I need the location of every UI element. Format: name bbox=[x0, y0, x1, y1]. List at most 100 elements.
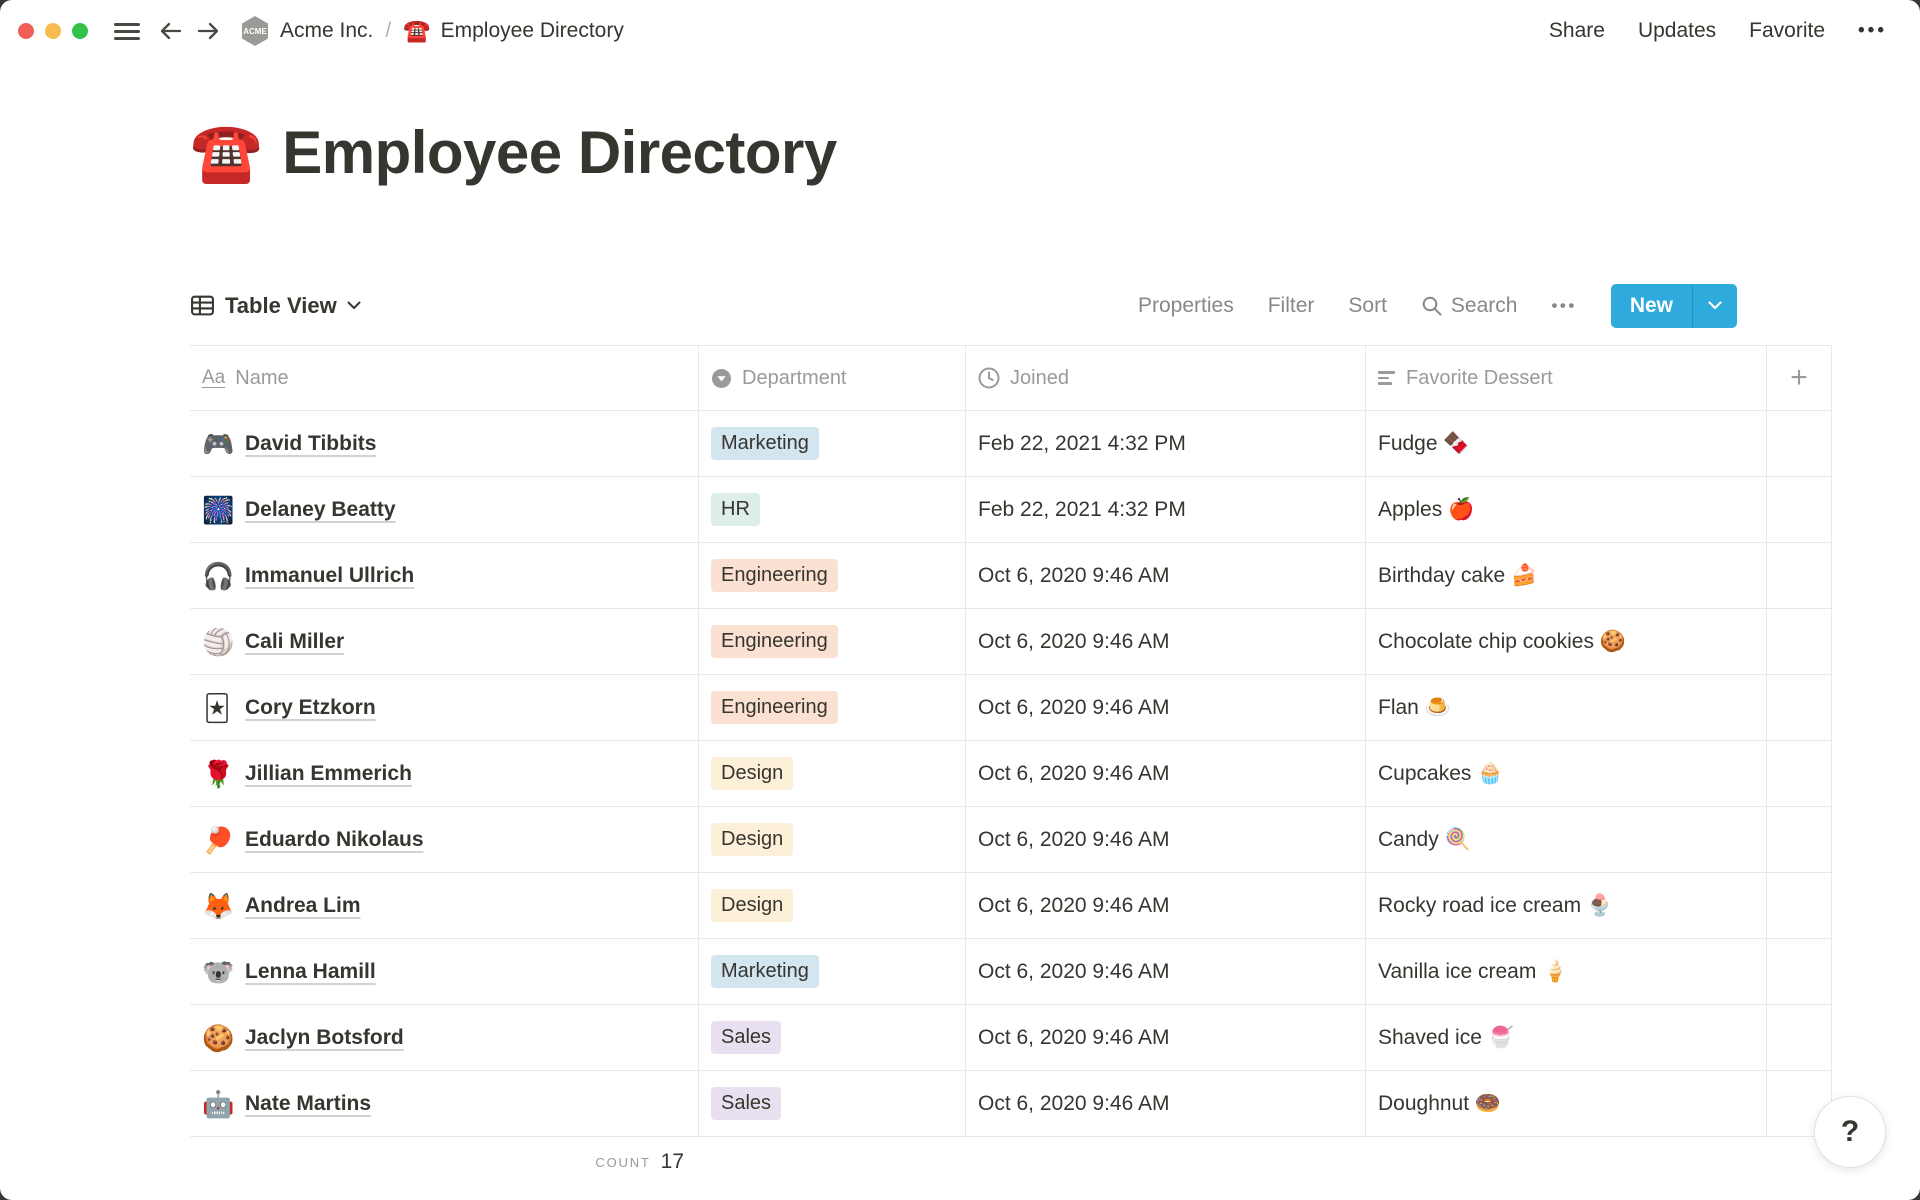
department-cell[interactable]: Engineering bbox=[698, 543, 965, 608]
joined-cell[interactable]: Oct 6, 2020 9:46 AM bbox=[965, 939, 1365, 1004]
joined-cell[interactable]: Oct 6, 2020 9:46 AM bbox=[965, 873, 1365, 938]
filter-button[interactable]: Filter bbox=[1267, 293, 1315, 317]
dessert-text: Candy 🍭 bbox=[1378, 827, 1471, 851]
dessert-cell[interactable]: Fudge 🍫 bbox=[1365, 411, 1766, 476]
joined-cell[interactable]: Oct 6, 2020 9:46 AM bbox=[965, 1005, 1365, 1070]
name-cell[interactable]: 🌹 Jillian Emmerich bbox=[190, 741, 698, 806]
new-button[interactable]: New bbox=[1629, 293, 1673, 317]
dessert-cell[interactable]: Apples 🍎 bbox=[1365, 477, 1766, 542]
department-cell[interactable]: Design bbox=[698, 807, 965, 872]
name-cell[interactable]: 🐨 Lenna Hamill bbox=[190, 939, 698, 1004]
joined-cell[interactable]: Feb 22, 2021 4:32 PM bbox=[965, 411, 1365, 476]
chevron-down-icon bbox=[1708, 301, 1722, 310]
help-button[interactable]: ? bbox=[1814, 1096, 1886, 1168]
help-question-icon: ? bbox=[1840, 1115, 1860, 1148]
department-cell[interactable]: Design bbox=[698, 741, 965, 806]
joined-cell[interactable]: Oct 6, 2020 9:46 AM bbox=[965, 609, 1365, 674]
joined-cell[interactable]: Oct 6, 2020 9:46 AM bbox=[965, 741, 1365, 806]
department-cell[interactable]: Marketing bbox=[698, 411, 965, 476]
tab-table-view[interactable]: Table View bbox=[190, 293, 361, 319]
name-cell[interactable]: 🏓 Eduardo Nikolaus bbox=[190, 807, 698, 872]
employee-name-link[interactable]: Cali Miller bbox=[245, 629, 345, 653]
count-label: COUNT bbox=[595, 1154, 651, 1170]
new-button-group: New bbox=[1610, 283, 1737, 328]
dessert-cell[interactable]: Rocky road ice cream 🍨 bbox=[1365, 873, 1766, 938]
favorite-button[interactable]: Favorite bbox=[1749, 19, 1826, 42]
joined-cell[interactable]: Feb 22, 2021 4:32 PM bbox=[965, 477, 1365, 542]
joined-date: Oct 6, 2020 9:46 AM bbox=[978, 827, 1170, 851]
joined-date: Oct 6, 2020 9:46 AM bbox=[978, 893, 1170, 917]
name-cell[interactable]: 🤖 Nate Martins bbox=[190, 1071, 698, 1136]
dessert-cell[interactable]: Vanilla ice cream 🍦 bbox=[1365, 939, 1766, 1004]
dessert-cell[interactable]: Shaved ice 🍧 bbox=[1365, 1005, 1766, 1070]
department-cell[interactable]: Marketing bbox=[698, 939, 965, 1004]
table-count-footer[interactable]: COUNT 17 bbox=[190, 1137, 698, 1187]
employee-name-link[interactable]: Jillian Emmerich bbox=[245, 761, 412, 785]
updates-button[interactable]: Updates bbox=[1637, 19, 1717, 42]
department-cell[interactable]: Sales bbox=[698, 1071, 965, 1136]
employee-name-link[interactable]: Delaney Beatty bbox=[245, 497, 396, 521]
employee-name-link[interactable]: David Tibbits bbox=[245, 431, 377, 455]
zoom-window-button[interactable] bbox=[72, 23, 88, 39]
department-cell[interactable]: HR bbox=[698, 477, 965, 542]
breadcrumb-page[interactable]: Employee Directory bbox=[440, 19, 624, 42]
name-cell[interactable]: 🎧 Immanuel Ullrich bbox=[190, 543, 698, 608]
dessert-cell[interactable]: Chocolate chip cookies 🍪 bbox=[1365, 609, 1766, 674]
joined-cell[interactable]: Oct 6, 2020 9:46 AM bbox=[965, 543, 1365, 608]
employee-name-link[interactable]: Lenna Hamill bbox=[245, 959, 376, 983]
name-cell[interactable]: 🏐 Cali Miller bbox=[190, 609, 698, 674]
name-cell[interactable]: 🎮 David Tibbits bbox=[190, 411, 698, 476]
more-options-icon[interactable]: ••• bbox=[1858, 20, 1887, 41]
back-arrow-icon[interactable] bbox=[158, 20, 183, 42]
dessert-cell[interactable]: Flan 🍮 bbox=[1365, 675, 1766, 740]
column-header-department[interactable]: Department bbox=[698, 346, 965, 410]
joined-cell[interactable]: Oct 6, 2020 9:46 AM bbox=[965, 675, 1365, 740]
column-label: Name bbox=[235, 366, 289, 389]
name-cell[interactable]: 🃏 Cory Etzkorn bbox=[190, 675, 698, 740]
employee-name-link[interactable]: Andrea Lim bbox=[245, 893, 361, 917]
breadcrumb-workspace[interactable]: Acme Inc. bbox=[280, 19, 374, 42]
name-cell[interactable]: 🍪 Jaclyn Botsford bbox=[190, 1005, 698, 1070]
joined-cell[interactable]: Oct 6, 2020 9:46 AM bbox=[965, 1071, 1365, 1136]
table-header-row: Aa Name Department Joined Favorite De bbox=[190, 345, 1832, 411]
employee-name-link[interactable]: Immanuel Ullrich bbox=[245, 563, 415, 587]
department-cell[interactable]: Design bbox=[698, 873, 965, 938]
name-cell[interactable]: 🦊 Andrea Lim bbox=[190, 873, 698, 938]
sort-button[interactable]: Sort bbox=[1348, 293, 1387, 317]
toolbar-actions: Properties Filter Sort Search ••• New bbox=[1138, 283, 1737, 328]
dessert-cell[interactable]: Birthday cake 🍰 bbox=[1365, 543, 1766, 608]
dessert-cell[interactable]: Candy 🍭 bbox=[1365, 807, 1766, 872]
dessert-cell[interactable]: Doughnut 🍩 bbox=[1365, 1071, 1766, 1136]
breadcrumb-page-icon: ☎️ bbox=[403, 18, 431, 43]
department-cell[interactable]: Engineering bbox=[698, 675, 965, 740]
column-header-joined[interactable]: Joined bbox=[965, 346, 1365, 410]
page-title[interactable]: Employee Directory bbox=[282, 119, 837, 186]
employee-name-link[interactable]: Cory Etzkorn bbox=[245, 695, 376, 719]
employee-name-link[interactable]: Nate Martins bbox=[245, 1091, 372, 1115]
sidebar-menu-icon[interactable] bbox=[114, 22, 140, 40]
row-spacer-cell bbox=[1766, 543, 1832, 608]
avatar: 🍪 bbox=[202, 1022, 235, 1053]
page-icon[interactable]: ☎️ bbox=[190, 119, 263, 185]
search-button[interactable]: Search bbox=[1421, 294, 1517, 318]
row-spacer-cell bbox=[1766, 939, 1832, 1004]
share-button[interactable]: Share bbox=[1548, 19, 1605, 42]
new-dropdown-button[interactable] bbox=[1692, 283, 1737, 328]
close-window-button[interactable] bbox=[18, 23, 34, 39]
table-body: 🎮 David Tibbits Marketing Feb 22, 2021 4… bbox=[190, 411, 1832, 1137]
joined-cell[interactable]: Oct 6, 2020 9:46 AM bbox=[965, 807, 1365, 872]
forward-arrow-icon[interactable] bbox=[196, 20, 221, 42]
minimize-window-button[interactable] bbox=[45, 23, 61, 39]
column-header-name[interactable]: Aa Name bbox=[190, 346, 698, 410]
add-column-icon[interactable]: + bbox=[1790, 361, 1808, 394]
properties-button[interactable]: Properties bbox=[1138, 293, 1234, 317]
dessert-cell[interactable]: Cupcakes 🧁 bbox=[1365, 741, 1766, 806]
department-tag: Marketing bbox=[711, 427, 819, 460]
column-header-favorite-dessert[interactable]: Favorite Dessert bbox=[1365, 346, 1766, 410]
department-cell[interactable]: Sales bbox=[698, 1005, 965, 1070]
department-cell[interactable]: Engineering bbox=[698, 609, 965, 674]
employee-name-link[interactable]: Jaclyn Botsford bbox=[245, 1025, 404, 1049]
name-cell[interactable]: 🎆 Delaney Beatty bbox=[190, 477, 698, 542]
toolbar-more-icon[interactable]: ••• bbox=[1551, 295, 1577, 315]
employee-name-link[interactable]: Eduardo Nikolaus bbox=[245, 827, 424, 851]
